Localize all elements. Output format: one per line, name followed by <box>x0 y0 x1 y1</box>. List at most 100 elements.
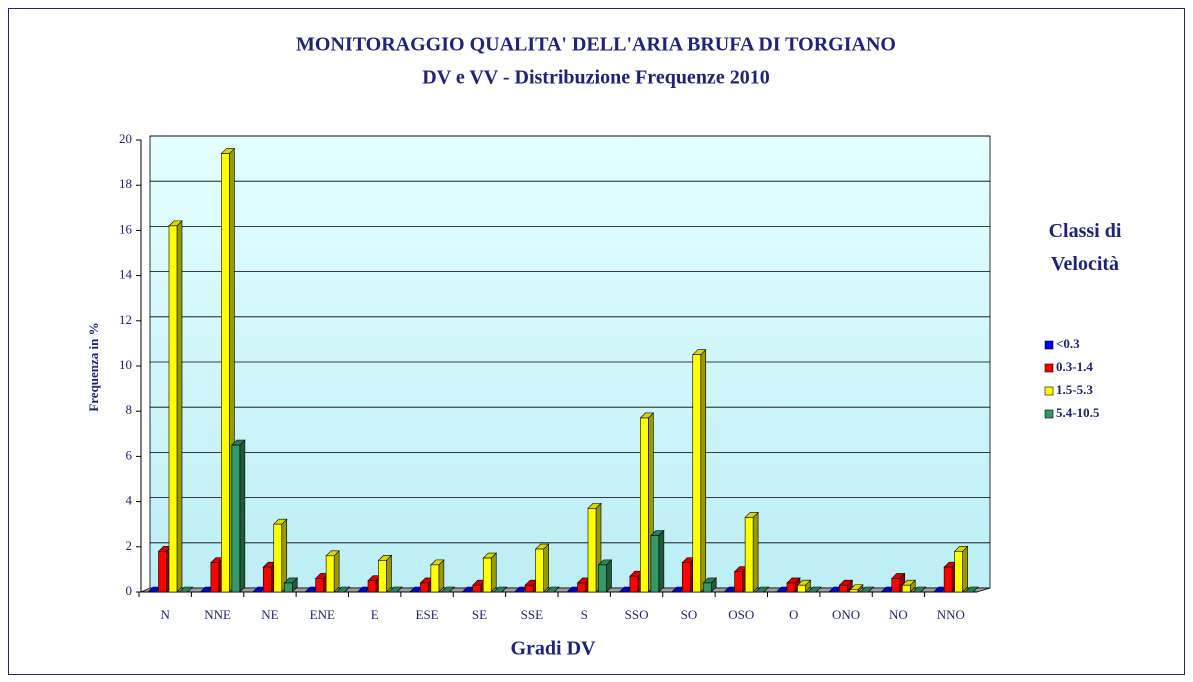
x-tick-label: ENE <box>310 607 335 622</box>
bar-face <box>598 564 607 593</box>
bar-face <box>335 586 351 593</box>
x-tick-label: NO <box>889 607 908 622</box>
bar-face <box>158 551 167 593</box>
y-tick-label: 6 <box>126 447 133 462</box>
bar <box>964 586 979 593</box>
bar-face <box>964 586 979 593</box>
bar-face <box>438 559 445 593</box>
y-tick-label: 10 <box>119 357 132 372</box>
bar-face <box>315 578 324 593</box>
x-axis-label: Gradi DV <box>511 638 597 660</box>
y-tick-label: 18 <box>119 176 132 191</box>
x-tick-label: S <box>581 607 588 622</box>
bar <box>901 579 916 593</box>
bar-face <box>524 584 534 593</box>
bar <box>178 586 194 593</box>
y-axis-label: Frequenza in % <box>86 322 101 411</box>
bar <box>796 579 812 593</box>
bar-face <box>744 517 754 593</box>
bar <box>430 559 445 593</box>
x-tick-label: SE <box>472 607 487 622</box>
y-tick-label: 0 <box>126 583 133 598</box>
bar <box>388 586 403 593</box>
bar-face <box>702 582 712 593</box>
bar-face <box>692 354 702 593</box>
bar <box>650 529 665 593</box>
y-tick-label: 12 <box>119 312 132 327</box>
bar-face <box>543 543 549 593</box>
bar <box>440 586 456 593</box>
bar <box>545 586 560 593</box>
y-tick-label: 2 <box>126 538 133 553</box>
legend-title: Classi di Velocità <box>1049 220 1122 275</box>
bar <box>377 554 393 593</box>
bar-face <box>239 439 246 593</box>
bar <box>849 584 864 593</box>
bar <box>273 518 288 593</box>
bar <box>744 511 759 593</box>
bar <box>807 586 822 593</box>
bar <box>283 577 298 593</box>
bar <box>534 543 550 593</box>
bar-face <box>943 566 953 593</box>
y-tick-label: 14 <box>119 267 133 282</box>
x-tick-label: NNE <box>204 607 231 622</box>
bar <box>692 348 707 593</box>
bar-face <box>650 535 660 593</box>
bar <box>482 552 497 593</box>
bar-face <box>658 529 665 593</box>
x-tick-label: O <box>789 607 798 622</box>
bar-face <box>606 559 612 593</box>
y-tick-label: 8 <box>126 402 133 417</box>
bar-face <box>262 566 272 593</box>
bar <box>493 586 508 593</box>
x-tick-label: E <box>371 607 379 622</box>
legend-swatch <box>1044 386 1054 396</box>
bar-face <box>786 582 796 593</box>
bar-face <box>545 586 560 593</box>
chart-subtitle: DV e VV - Distribuzione Frequenze 2010 <box>422 67 769 89</box>
bar-face <box>962 545 968 593</box>
bar-face <box>839 584 848 593</box>
x-tick-label: ESE <box>416 607 439 622</box>
bar-face <box>859 586 875 593</box>
legend-label: 5.4-10.5 <box>1056 405 1100 420</box>
bar-face <box>797 584 806 593</box>
x-tick-label: NE <box>261 607 278 622</box>
bar-face <box>430 564 440 593</box>
bar <box>597 559 613 593</box>
bar-face <box>640 417 649 593</box>
bar-face <box>901 584 911 593</box>
bar-face <box>535 548 544 593</box>
y-tick-label: 4 <box>126 493 133 508</box>
chart-title: MONITORAGGIO QUALITA' DELL'ARIA BRUFA DI… <box>296 34 896 56</box>
bar-face <box>168 225 178 593</box>
x-tick-label: NNO <box>937 607 965 622</box>
bar-face <box>891 578 901 593</box>
x-tick-label: N <box>160 607 170 622</box>
bar-face <box>752 511 759 593</box>
bar-face <box>754 586 770 593</box>
bar-face <box>629 575 639 593</box>
bar-face <box>954 551 963 593</box>
bar <box>231 439 246 593</box>
bar-face <box>849 589 859 593</box>
legend-swatch <box>1044 340 1054 350</box>
bar-face <box>807 586 822 593</box>
bar <box>168 220 183 593</box>
bar-face <box>587 508 597 593</box>
bar <box>859 586 875 593</box>
bar-face <box>176 220 183 593</box>
x-tick-label: OSO <box>728 607 754 622</box>
bar-face <box>378 560 387 593</box>
bar-face <box>367 580 377 593</box>
bar-face <box>490 552 497 593</box>
legend-label: 0.3-1.4 <box>1056 359 1093 374</box>
bar-face <box>700 348 707 593</box>
x-tick-label: SSO <box>625 607 649 622</box>
bar <box>953 545 969 593</box>
legend-label: 1.5-5.3 <box>1056 382 1093 397</box>
bar <box>325 550 340 593</box>
y-tick-label: 20 <box>119 131 132 146</box>
